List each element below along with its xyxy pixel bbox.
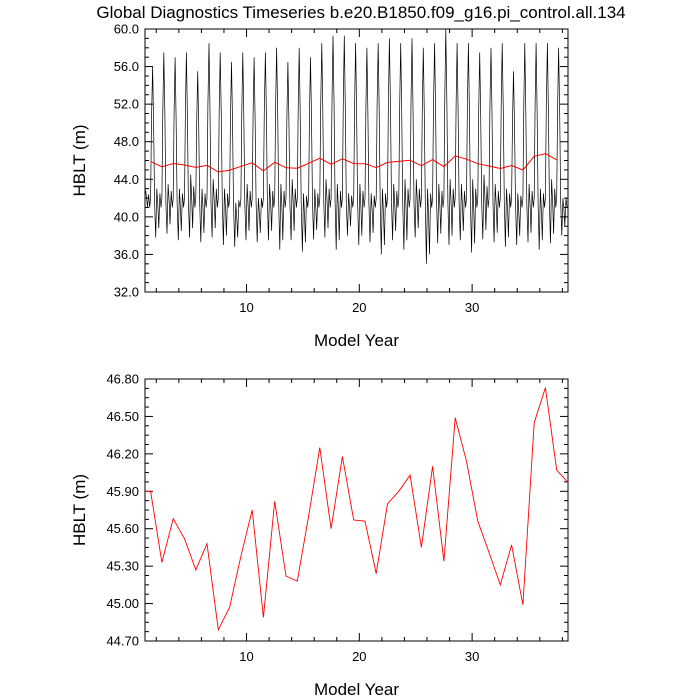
y-tick-label: 44.0 [114,172,139,187]
y-tick-label: 45.00 [106,596,139,611]
plot-frame [144,378,569,642]
y-tick-label: 45.60 [106,521,139,536]
y-tick-label: 40.0 [114,209,139,224]
annual-timeseries-panel: 44.70 45.00 45.30 45.60 45.90 46.20 46.50 46.80… [70,372,569,699]
y-tick-label: 46.50 [106,409,139,424]
y-tick-label: 36.0 [114,247,139,262]
y-tick-label: 46.80 [106,372,139,387]
annual-mean-overlay-line [150,153,557,173]
y-tick-label: 52.0 [114,97,139,112]
y-axis-label: HBLT (m) [70,474,89,546]
figure-title: Global Diagnostics Timeseries b.e20.B185… [96,3,625,22]
x-axis-label: Model Year [314,331,399,350]
y-tick-label: 46.20 [106,446,139,461]
y-tick-label: 45.30 [106,559,139,574]
x-tick-label: 20 [352,649,366,664]
x-tick-label: 30 [465,300,479,315]
x-tick-label: 10 [239,300,253,315]
y-tick-label: 56.0 [114,59,139,74]
x-tick-label: 10 [239,649,253,664]
y-axis-label: HBLT (m) [70,124,89,196]
y-tick-label: 45.90 [106,484,139,499]
annual-series-line [145,387,569,632]
monthly-timeseries-panel: 32.0 36.0 40.0 44.0 48.0 52.0 56.0 60.0 10 20 30 Mo… [70,22,569,350]
y-tick-label: 44.70 [106,634,139,649]
y-tick-label: 48.0 [114,134,139,149]
y-tick-label: 60.0 [114,22,139,37]
x-tick-label: 30 [465,649,479,664]
x-axis-label: Model Year [314,680,399,699]
y-tick-label: 32.0 [114,285,139,300]
x-tick-label: 20 [352,300,366,315]
monthly-series-line [145,28,568,264]
